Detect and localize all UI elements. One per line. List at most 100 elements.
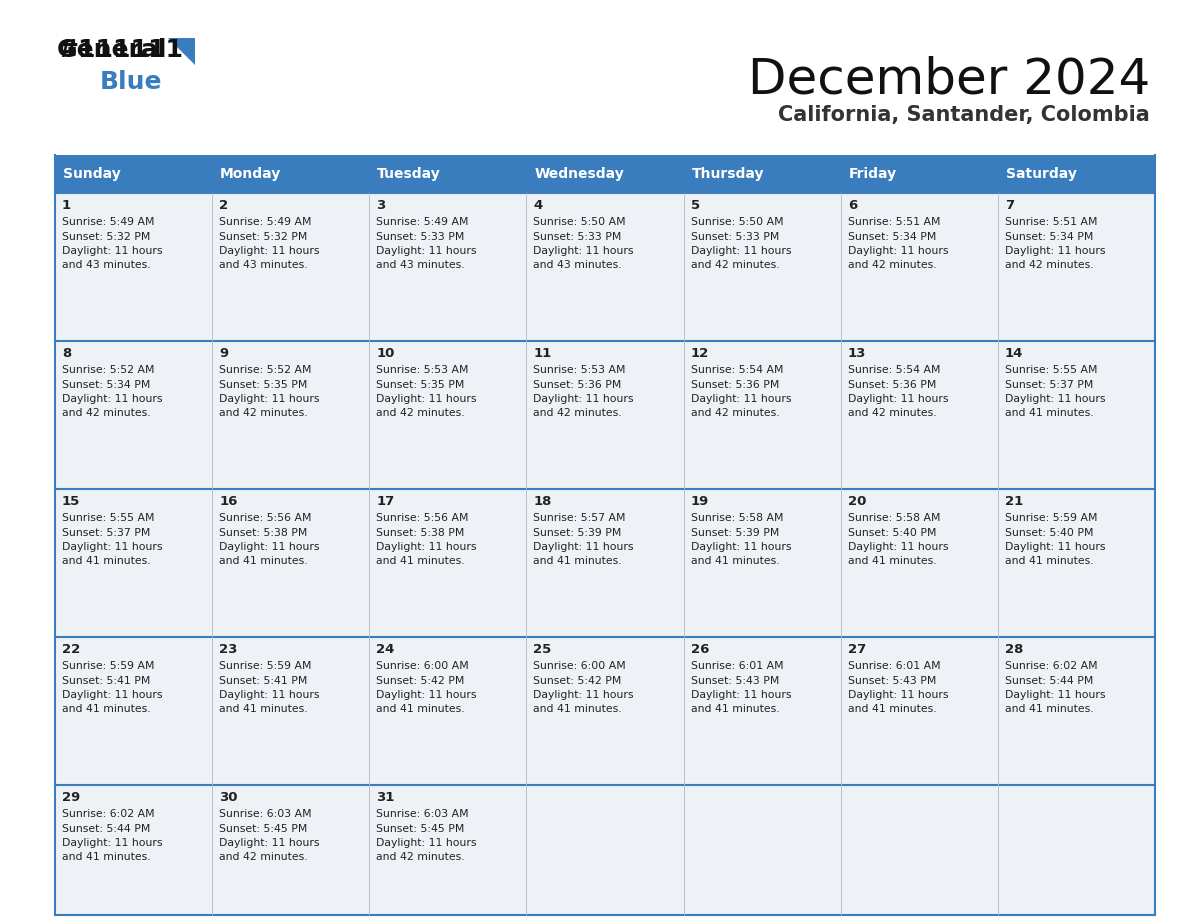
Text: Sunrise: 6:00 AM: Sunrise: 6:00 AM — [533, 661, 626, 671]
Bar — [526, 155, 683, 193]
Text: and 42 minutes.: and 42 minutes. — [848, 409, 936, 419]
Text: 11: 11 — [533, 347, 551, 360]
Text: Sunrise: 5:56 AM: Sunrise: 5:56 AM — [377, 513, 469, 523]
Bar — [841, 489, 998, 637]
Text: Monday: Monday — [220, 167, 282, 181]
Text: Sunset: 5:35 PM: Sunset: 5:35 PM — [377, 379, 465, 389]
Text: Sunrise: 5:51 AM: Sunrise: 5:51 AM — [1005, 217, 1098, 227]
Text: and 41 minutes.: and 41 minutes. — [848, 556, 936, 566]
Text: Sunrise: 5:51 AM: Sunrise: 5:51 AM — [848, 217, 940, 227]
Bar — [213, 637, 369, 785]
Text: Sunset: 5:42 PM: Sunset: 5:42 PM — [377, 676, 465, 686]
Text: Sunset: 5:32 PM: Sunset: 5:32 PM — [219, 231, 308, 241]
Text: Sunset: 5:36 PM: Sunset: 5:36 PM — [533, 379, 621, 389]
Text: Sunrise: 5:54 AM: Sunrise: 5:54 AM — [848, 365, 940, 375]
Bar — [55, 489, 213, 637]
Bar — [998, 785, 1155, 915]
Text: Sunrise: 5:57 AM: Sunrise: 5:57 AM — [533, 513, 626, 523]
Text: Sunrise: 5:55 AM: Sunrise: 5:55 AM — [62, 513, 154, 523]
Bar — [213, 489, 369, 637]
Text: Sunrise: 5:58 AM: Sunrise: 5:58 AM — [690, 513, 783, 523]
Text: Sunrise: 6:03 AM: Sunrise: 6:03 AM — [219, 809, 311, 819]
Text: Sunset: 5:38 PM: Sunset: 5:38 PM — [219, 528, 308, 538]
Text: and 41 minutes.: and 41 minutes. — [219, 556, 308, 566]
Text: Blue: Blue — [100, 70, 163, 94]
Bar — [998, 193, 1155, 341]
Bar — [526, 637, 683, 785]
Bar — [55, 341, 213, 489]
Text: Daylight: 11 hours: Daylight: 11 hours — [62, 246, 163, 256]
Text: Daylight: 11 hours: Daylight: 11 hours — [690, 542, 791, 552]
Bar — [683, 155, 841, 193]
Bar — [55, 785, 213, 915]
Text: #111111: #111111 — [57, 38, 183, 62]
Text: Daylight: 11 hours: Daylight: 11 hours — [690, 394, 791, 404]
Text: Daylight: 11 hours: Daylight: 11 hours — [1005, 246, 1105, 256]
Text: Sunrise: 6:02 AM: Sunrise: 6:02 AM — [1005, 661, 1098, 671]
Text: Sunset: 5:45 PM: Sunset: 5:45 PM — [377, 823, 465, 834]
Text: 29: 29 — [62, 791, 81, 804]
Text: Daylight: 11 hours: Daylight: 11 hours — [848, 246, 948, 256]
Text: Daylight: 11 hours: Daylight: 11 hours — [1005, 542, 1105, 552]
Text: Sunrise: 6:00 AM: Sunrise: 6:00 AM — [377, 661, 469, 671]
Text: Tuesday: Tuesday — [378, 167, 441, 181]
Text: Sunset: 5:38 PM: Sunset: 5:38 PM — [377, 528, 465, 538]
Text: Daylight: 11 hours: Daylight: 11 hours — [848, 690, 948, 700]
Text: and 42 minutes.: and 42 minutes. — [690, 261, 779, 271]
Bar — [998, 341, 1155, 489]
Text: Thursday: Thursday — [691, 167, 764, 181]
Text: Daylight: 11 hours: Daylight: 11 hours — [219, 542, 320, 552]
Bar — [55, 155, 213, 193]
Text: and 41 minutes.: and 41 minutes. — [1005, 409, 1093, 419]
Bar — [683, 637, 841, 785]
Text: Sunset: 5:41 PM: Sunset: 5:41 PM — [62, 676, 151, 686]
Text: Daylight: 11 hours: Daylight: 11 hours — [62, 838, 163, 848]
Text: Daylight: 11 hours: Daylight: 11 hours — [62, 690, 163, 700]
Text: and 41 minutes.: and 41 minutes. — [62, 704, 151, 714]
Bar — [526, 785, 683, 915]
Text: Sunset: 5:37 PM: Sunset: 5:37 PM — [62, 528, 151, 538]
Bar — [841, 341, 998, 489]
Text: Sunset: 5:33 PM: Sunset: 5:33 PM — [690, 231, 779, 241]
Text: Sunset: 5:44 PM: Sunset: 5:44 PM — [1005, 676, 1093, 686]
Text: 6: 6 — [848, 199, 857, 212]
Bar — [526, 193, 683, 341]
Text: 16: 16 — [219, 495, 238, 508]
Text: 5: 5 — [690, 199, 700, 212]
Text: and 41 minutes.: and 41 minutes. — [690, 556, 779, 566]
Text: and 41 minutes.: and 41 minutes. — [848, 704, 936, 714]
Text: Sunrise: 5:56 AM: Sunrise: 5:56 AM — [219, 513, 311, 523]
Bar — [526, 489, 683, 637]
Text: Sunset: 5:44 PM: Sunset: 5:44 PM — [62, 823, 151, 834]
Text: Daylight: 11 hours: Daylight: 11 hours — [1005, 690, 1105, 700]
Text: Sunset: 5:41 PM: Sunset: 5:41 PM — [219, 676, 308, 686]
Text: 30: 30 — [219, 791, 238, 804]
Bar — [683, 785, 841, 915]
Text: Sunrise: 6:03 AM: Sunrise: 6:03 AM — [377, 809, 469, 819]
Text: and 42 minutes.: and 42 minutes. — [848, 261, 936, 271]
Bar — [683, 341, 841, 489]
Text: 31: 31 — [377, 791, 394, 804]
Text: Daylight: 11 hours: Daylight: 11 hours — [62, 394, 163, 404]
Text: Daylight: 11 hours: Daylight: 11 hours — [690, 246, 791, 256]
Bar — [683, 193, 841, 341]
Text: Sunrise: 5:50 AM: Sunrise: 5:50 AM — [533, 217, 626, 227]
Text: Sunset: 5:42 PM: Sunset: 5:42 PM — [533, 676, 621, 686]
Bar — [683, 489, 841, 637]
Text: Sunset: 5:33 PM: Sunset: 5:33 PM — [377, 231, 465, 241]
Text: Sunset: 5:35 PM: Sunset: 5:35 PM — [219, 379, 308, 389]
Bar — [998, 155, 1155, 193]
Text: 28: 28 — [1005, 643, 1023, 656]
Text: Sunrise: 5:53 AM: Sunrise: 5:53 AM — [377, 365, 469, 375]
Text: Friday: Friday — [848, 167, 897, 181]
Text: Sunset: 5:39 PM: Sunset: 5:39 PM — [690, 528, 779, 538]
Bar — [841, 637, 998, 785]
Text: Sunset: 5:36 PM: Sunset: 5:36 PM — [690, 379, 779, 389]
Text: Sunset: 5:40 PM: Sunset: 5:40 PM — [1005, 528, 1093, 538]
Text: 9: 9 — [219, 347, 228, 360]
Text: Sunrise: 5:55 AM: Sunrise: 5:55 AM — [1005, 365, 1098, 375]
Text: Sunrise: 6:01 AM: Sunrise: 6:01 AM — [848, 661, 941, 671]
Bar — [213, 193, 369, 341]
Text: Sunset: 5:34 PM: Sunset: 5:34 PM — [62, 379, 151, 389]
Bar — [55, 193, 213, 341]
